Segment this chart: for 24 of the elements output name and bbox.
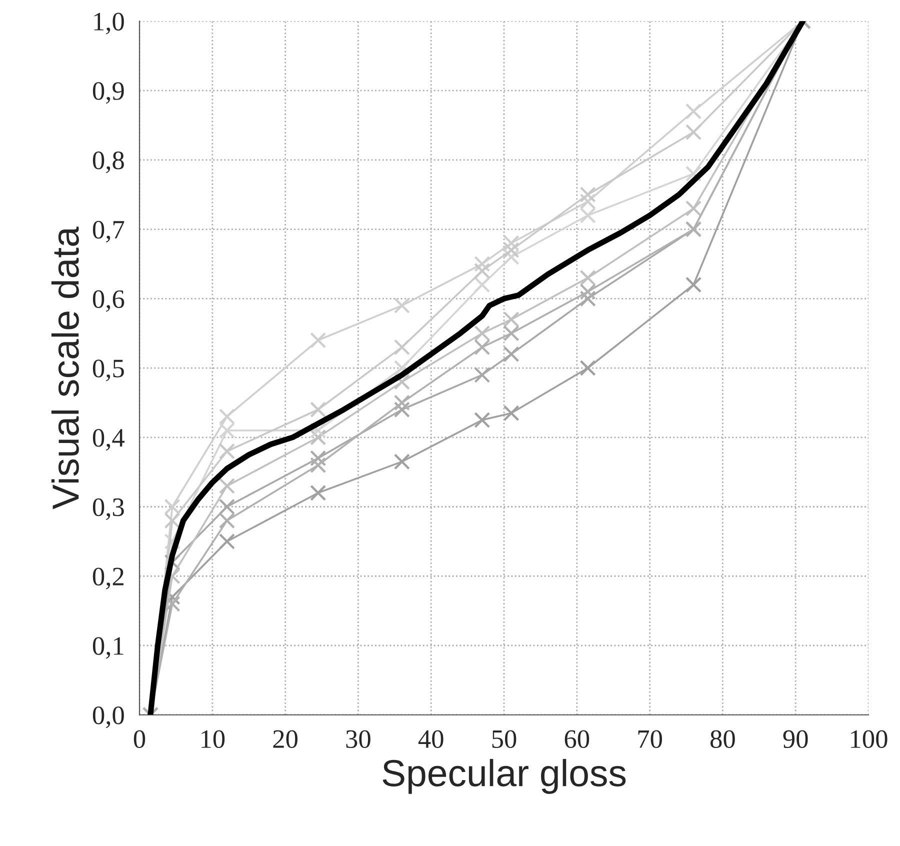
y-tick-label: 0,9 (92, 82, 124, 104)
x-tick-label: 30 (346, 730, 370, 748)
y-tick-label: 0,8 (92, 152, 124, 174)
x-tick-label: 90 (783, 730, 808, 748)
y-tick-label: 0,7 (92, 220, 124, 242)
x-tick-label: 0 (134, 730, 146, 748)
x-tick-label: 100 (851, 730, 888, 748)
x-tick-label: 60 (564, 730, 590, 748)
y-tick-label: 0,2 (92, 568, 124, 590)
y-tick-label: 0,3 (92, 498, 124, 520)
y-axis-title: Visual scale data (51, 226, 79, 510)
x-axis-title: Specular gloss (382, 758, 626, 794)
x-tick-label: 20 (273, 730, 298, 748)
y-tick-label: 0,4 (92, 428, 125, 451)
y-tick-label: 0,6 (92, 290, 124, 312)
x-tick-label: 80 (710, 730, 735, 748)
x-tick-label: 40 (418, 730, 444, 748)
y-tick-label: 0,0 (92, 706, 124, 728)
x-tick-label: 70 (638, 730, 662, 748)
x-tick-label: 10 (202, 730, 225, 748)
y-tick-label: 0,1 (92, 637, 124, 659)
y-tick-label: 1,0 (94, 12, 124, 34)
x-tick-label: 50 (492, 730, 516, 748)
y-tick-label: 0,5 (92, 360, 124, 382)
